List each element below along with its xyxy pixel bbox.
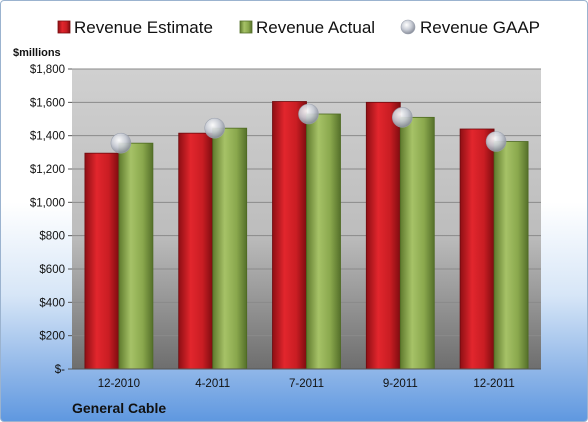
legend-label-revenue-estimate: Revenue Estimate	[74, 18, 213, 37]
bar-revenue-actual-7-2011	[306, 113, 341, 370]
legend-swatch-revenue-actual	[239, 20, 253, 34]
bar-revenue-actual-4-2011	[212, 127, 248, 370]
y-tick-label: $600	[39, 264, 65, 276]
company-name: General Cable	[72, 400, 166, 416]
x-axis-ticks: 12-2010 4-2011 7-2011 9-2011 12-2011	[98, 378, 515, 390]
bar-revenue-estimate-12-2011	[459, 128, 495, 370]
legend-swatch-revenue-estimate	[57, 20, 71, 34]
marker-revenue-gaap-4-2011	[204, 117, 225, 139]
y-tick-label: $1,800	[30, 64, 65, 76]
y-tick-label: $1,200	[30, 164, 65, 176]
y-tick-label: $200	[39, 331, 65, 343]
y-tick-label: $1,600	[30, 97, 65, 109]
bar-revenue-estimate-9-2011	[365, 101, 401, 370]
marker-revenue-gaap-9-2011	[391, 107, 413, 128]
y-tick-label: $1,000	[30, 197, 65, 209]
x-tick-label: 7-2011	[289, 378, 324, 390]
y-tick-label: $-	[55, 364, 65, 376]
legend-label-revenue-gaap: Revenue GAAP	[420, 18, 540, 37]
bar-revenue-actual-9-2011	[399, 116, 435, 370]
x-tick-label: 4-2011	[195, 378, 230, 390]
gaap-markers	[110, 103, 507, 154]
marker-revenue-gaap-7-2011	[298, 103, 319, 125]
y-axis-unit-label: $millions	[13, 47, 61, 59]
legend: Revenue Estimate Revenue Actual Revenue …	[57, 18, 540, 37]
x-tick-label: 9-2011	[383, 378, 418, 390]
bar-revenue-actual-12-2010	[118, 142, 154, 370]
legend-label-revenue-actual: Revenue Actual	[256, 18, 375, 37]
y-axis-ticks: $- $200 $400 $600 $800 $1,000 $1,200 $1,400 $1,6…	[30, 64, 72, 376]
marker-revenue-gaap-12-2010	[110, 132, 132, 154]
bar-revenue-actual-12-2011	[493, 141, 529, 370]
x-tick-label: 12-2010	[98, 378, 140, 390]
bar-revenue-estimate-7-2011	[272, 101, 307, 370]
x-tick-label: 12-2011	[473, 378, 514, 390]
bar-revenue-estimate-12-2010	[84, 152, 120, 370]
bars	[84, 101, 529, 370]
y-tick-label: $400	[39, 297, 65, 309]
y-tick-label: $1,400	[30, 131, 65, 143]
legend-marker-revenue-gaap	[400, 19, 416, 35]
y-tick-label: $800	[39, 231, 65, 243]
bar-revenue-estimate-4-2011	[178, 132, 214, 370]
marker-revenue-gaap-12-2011	[485, 131, 507, 152]
